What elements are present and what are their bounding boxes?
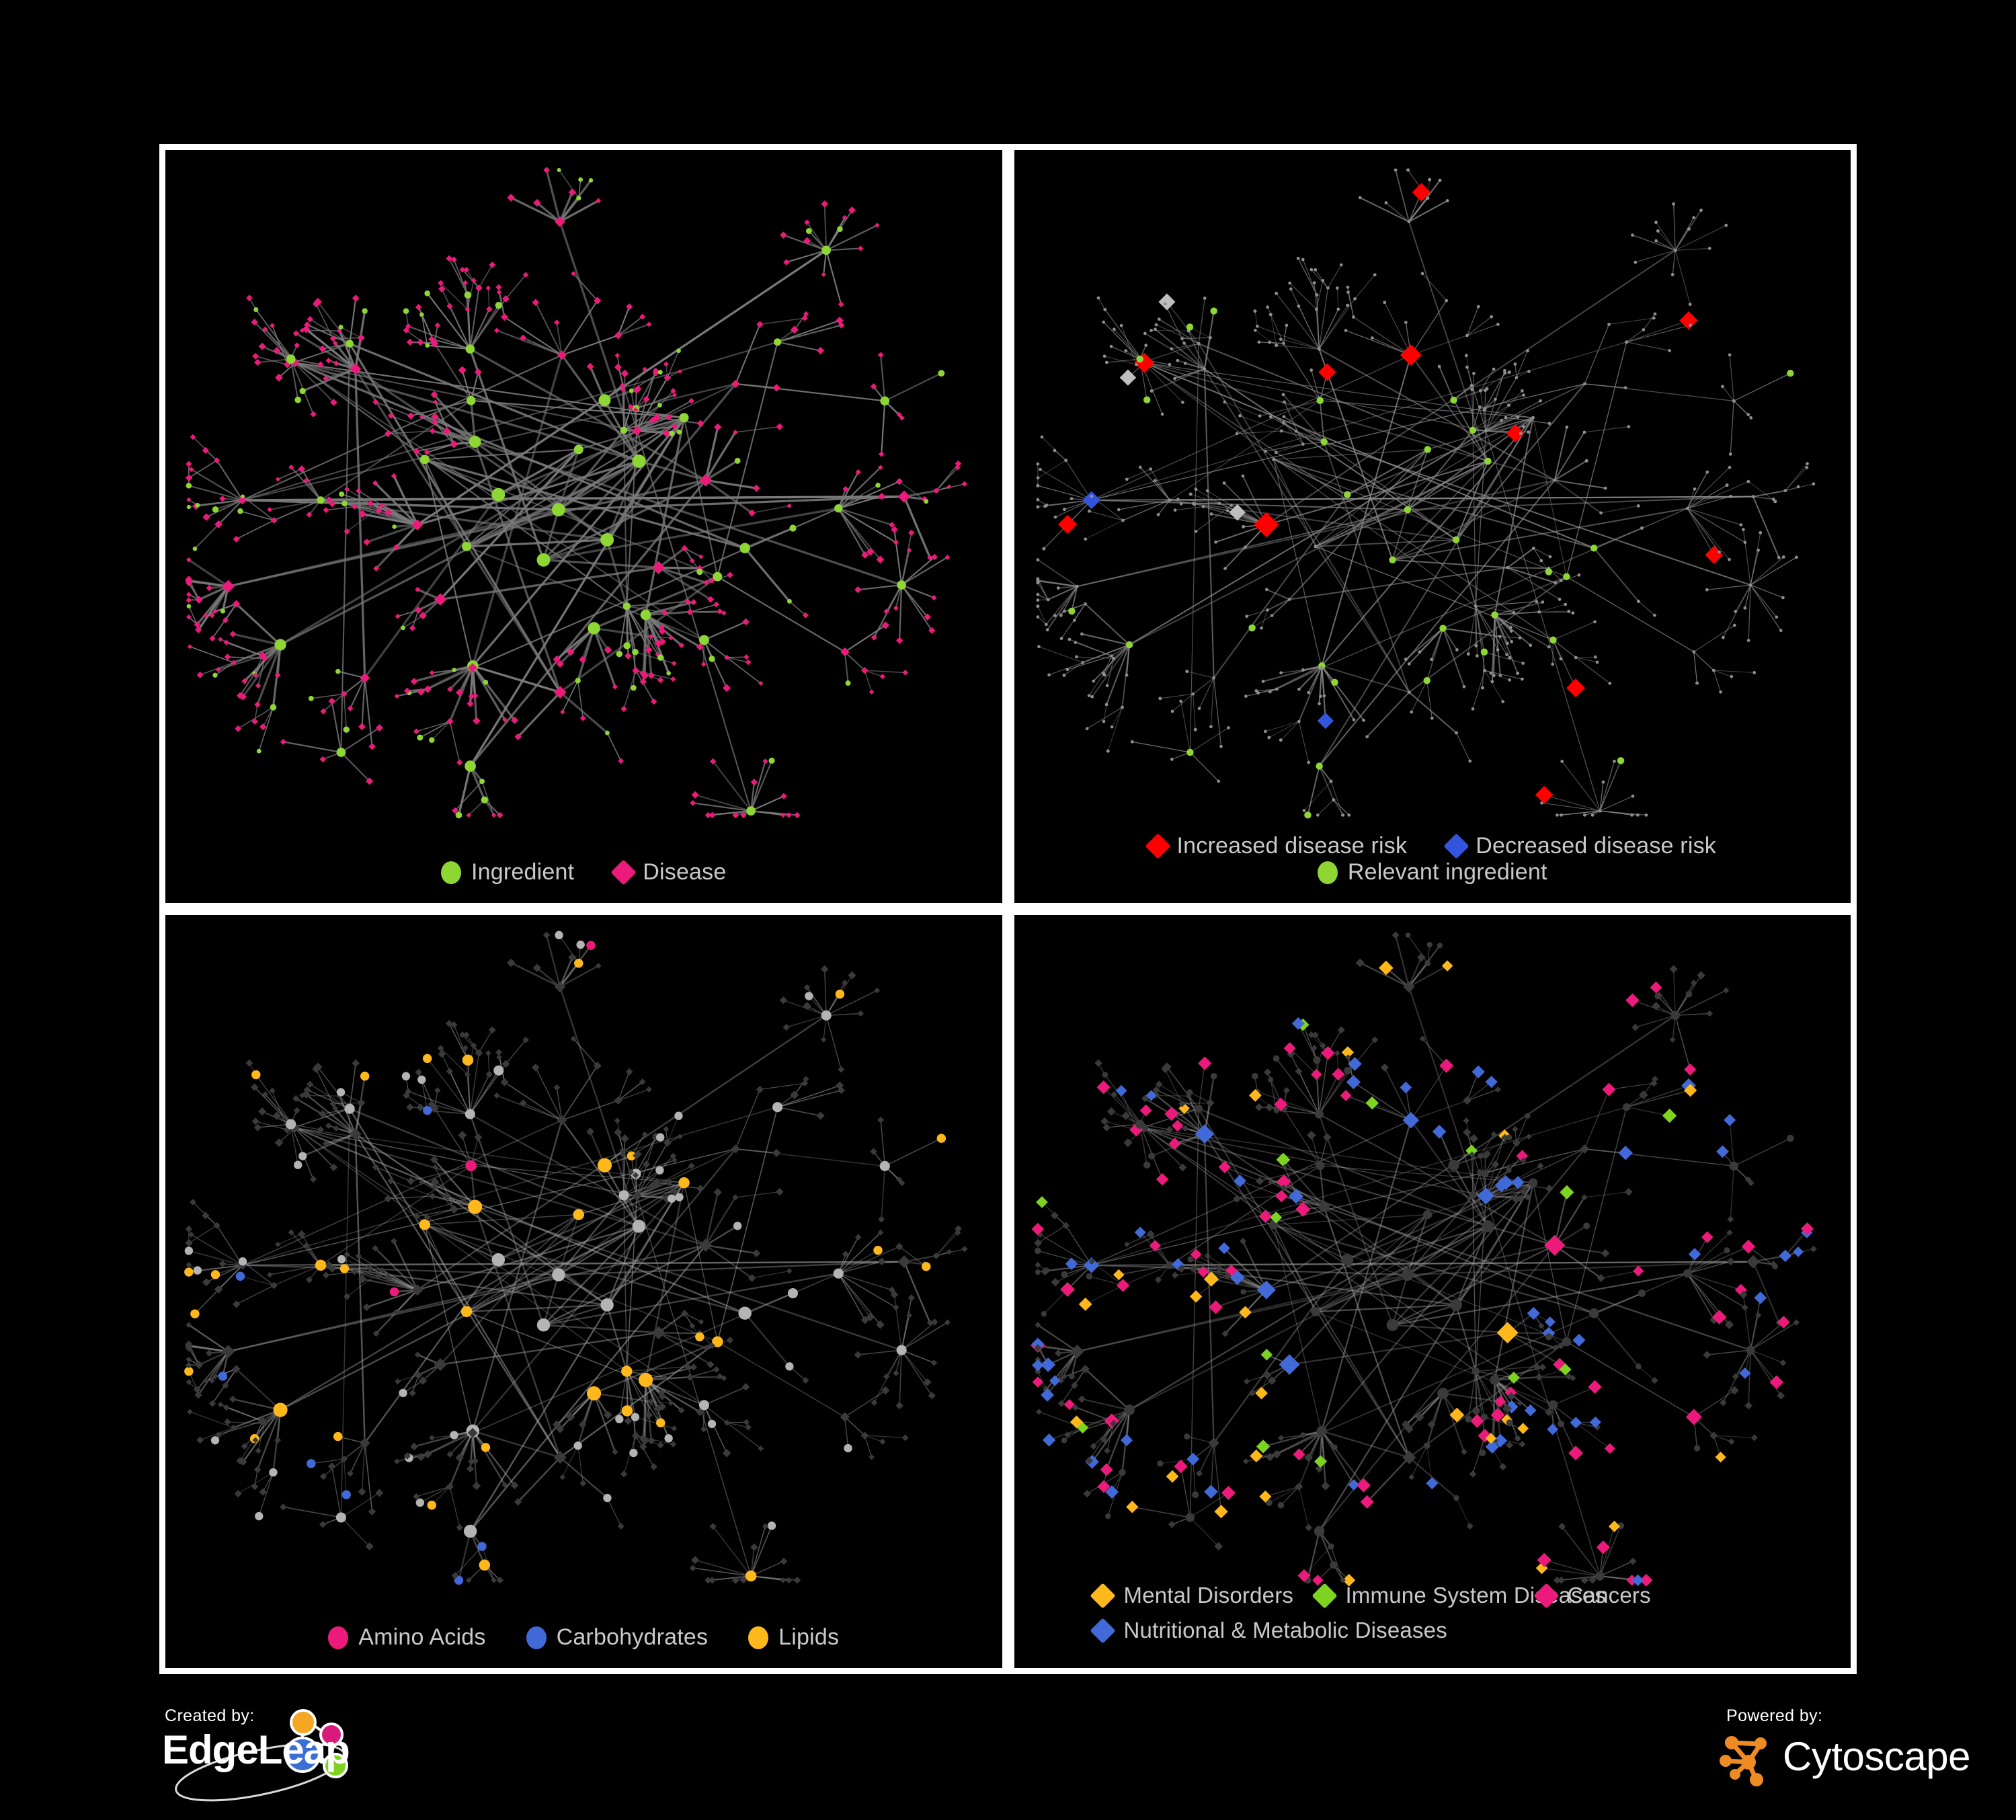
edgeleap-wordmark: EdgeLeap [162, 1727, 350, 1772]
legend-label: Immune System Diseases [1345, 1583, 1607, 1608]
relevant-ingredient-circle-icon [1317, 861, 1338, 884]
legend-panel-d: Mental Disorders Immune System Diseases … [1014, 1578, 1851, 1668]
disease-diamond-icon [610, 859, 637, 885]
panel-ingredient-disease[interactable]: Ingredient Disease [165, 150, 1002, 903]
legend-item-immune-system-diseases: Immune System Diseases [1311, 1578, 1606, 1613]
legend-item-ingredient: Ingredient [441, 859, 574, 885]
legend-label: Lipids [778, 1624, 840, 1650]
legend-label: Carbohydrates [556, 1624, 709, 1650]
legend-label: Mental Disorders [1123, 1583, 1294, 1608]
legend-label: Relevant ingredient [1347, 859, 1547, 885]
legend-label: Amino Acids [358, 1624, 486, 1650]
network-canvas-c[interactable] [165, 915, 1002, 1668]
panel-disease-category[interactable]: Mental Disorders Immune System Diseases … [1014, 915, 1851, 1668]
legend-label: Increased disease risk [1176, 833, 1408, 859]
legend-panel-b: Increased disease risk Decreased disease… [1014, 833, 1851, 903]
legend-panel-a: Ingredient Disease [165, 859, 1002, 903]
panel-disease-risk[interactable]: Increased disease risk Decreased disease… [1014, 150, 1851, 903]
edgeleap-branding[interactable]: Created by: EdgeLeap [159, 1706, 442, 1807]
ingredient-circle-icon [441, 861, 461, 884]
legend-item-carbohydrates: Carbohydrates [526, 1624, 709, 1651]
network-canvas-d[interactable] [1014, 915, 1851, 1668]
legend-label: Decreased disease risk [1476, 833, 1716, 859]
legend-item-amino-acids: Amino Acids [328, 1624, 485, 1651]
mental-disorders-diamond-icon [1089, 1582, 1116, 1609]
legend-label: Cancers [1567, 1583, 1651, 1608]
panel-ingredient-class[interactable]: Amino Acids Carbohydrates Lipids [165, 915, 1002, 1668]
legend-item-increased-risk: Increased disease risk [1144, 833, 1408, 859]
legend-item-disease: Disease [610, 859, 727, 885]
legend-label: Ingredient [471, 859, 575, 885]
legend-item-mental-disorders: Mental Disorders [1089, 1578, 1316, 1613]
legend-label: Disease [643, 859, 727, 885]
created-by-label: Created by: [165, 1706, 255, 1725]
legend-label: Nutritional & Metabolic Diseases [1123, 1618, 1447, 1643]
legend-item-cancers: Cancers [1533, 1578, 1759, 1613]
legend-item-nutritional-metabolic-diseases: Nutritional & Metabolic Diseases [1089, 1613, 1447, 1648]
network-canvas-b[interactable] [1014, 150, 1851, 903]
panel-grid: Ingredient Disease Increased disease ris… [159, 144, 1857, 1674]
increased-risk-diamond-icon [1144, 833, 1171, 859]
cytoscape-wordmark: Cytoscape [1783, 1734, 1970, 1779]
carbohydrates-circle-icon [526, 1626, 547, 1649]
legend-panel-c: Amino Acids Carbohydrates Lipids [165, 1624, 1002, 1668]
powered-by-label: Powered by: [1726, 1706, 1823, 1725]
cytoscape-logo-icon [1720, 1736, 1767, 1786]
cancers-diamond-icon [1533, 1582, 1560, 1609]
nutritional-metabolic-diamond-icon [1089, 1617, 1116, 1644]
amino-acids-circle-icon [328, 1626, 349, 1649]
cytoscape-branding[interactable]: Powered by: Cytoscape [1681, 1706, 1970, 1807]
legend-item-decreased-risk: Decreased disease risk [1443, 833, 1716, 859]
immune-system-diseases-diamond-icon [1311, 1582, 1338, 1609]
legend-item-relevant-ingredient: Relevant ingredient [1317, 859, 1547, 885]
legend-item-lipids: Lipids [748, 1624, 839, 1651]
network-canvas-a[interactable] [165, 150, 1002, 903]
edgeleap-logo-icon [175, 1709, 348, 1802]
lipids-circle-icon [748, 1626, 769, 1649]
decreased-risk-diamond-icon [1443, 833, 1469, 859]
figure-footer: Created by: EdgeLeap Powered by: Cytosca… [0, 1681, 2016, 1820]
